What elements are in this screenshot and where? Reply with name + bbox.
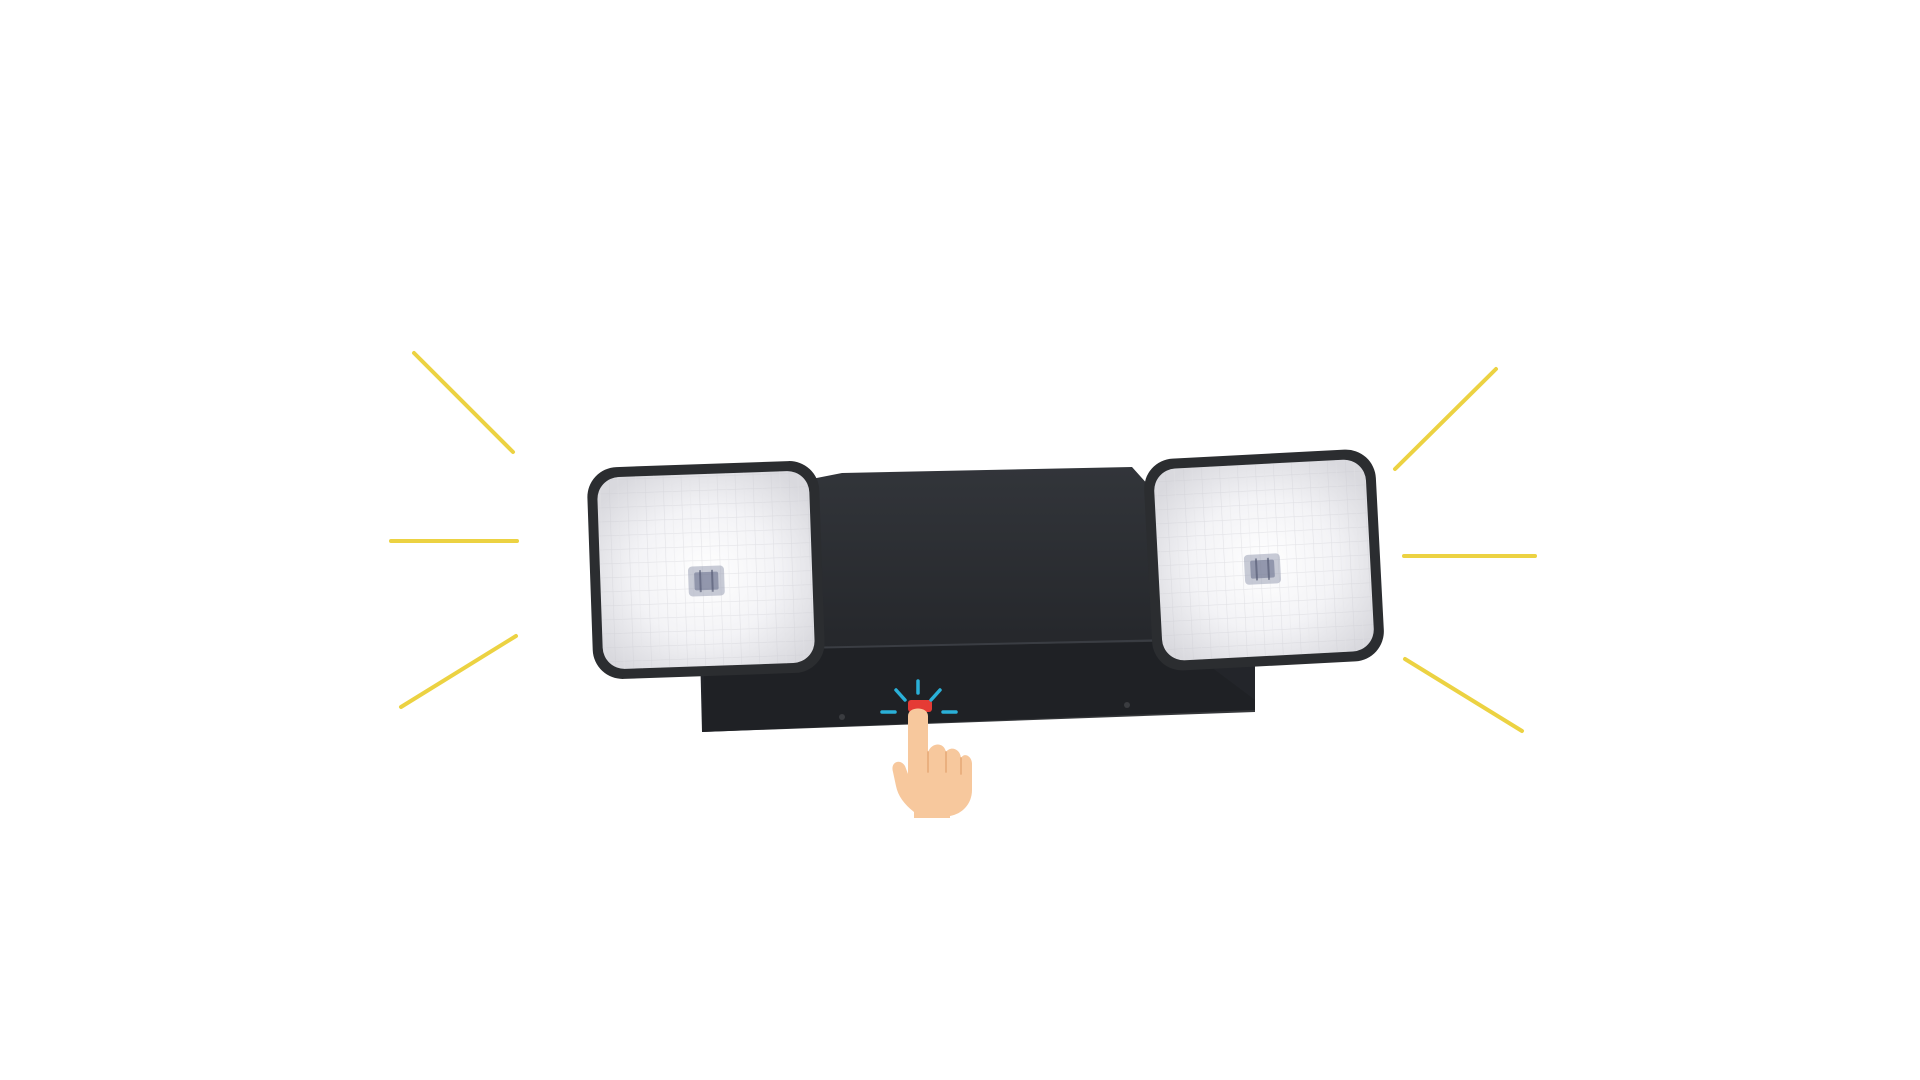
test-button[interactable]	[908, 700, 932, 712]
lamp-bulb-icon	[1243, 553, 1282, 585]
screw	[839, 714, 845, 720]
left-lamp-head	[587, 461, 825, 679]
click-rays-icon	[880, 679, 958, 714]
test-button-icon[interactable]	[908, 700, 932, 712]
fixture-bevel	[702, 640, 1255, 732]
light-ray	[1393, 367, 1498, 471]
finger-line	[927, 751, 962, 775]
lamp-bulb-icon	[688, 565, 725, 597]
right-lamp-head	[1144, 449, 1384, 671]
pointing-hand-icon	[892, 708, 972, 818]
screw	[1124, 702, 1130, 708]
light-rays-right	[1393, 367, 1537, 733]
hand-shape	[892, 708, 972, 818]
light-rays-left	[389, 351, 519, 709]
light-ray	[1403, 657, 1524, 733]
light-ray	[412, 351, 515, 454]
light-ray	[399, 634, 518, 709]
